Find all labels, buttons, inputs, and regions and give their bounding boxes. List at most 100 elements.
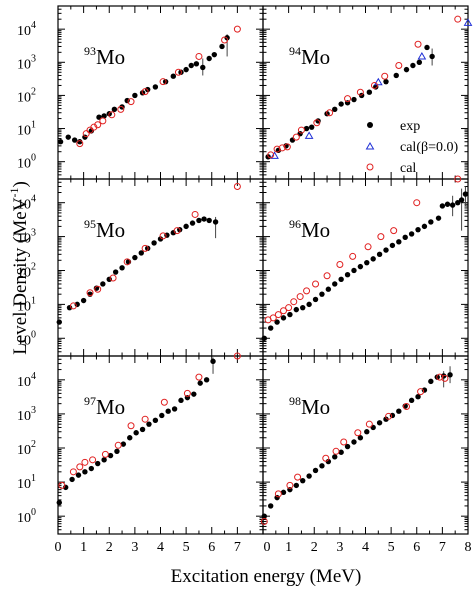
exp-point (146, 421, 152, 427)
cal-point (141, 244, 149, 252)
exp-point (421, 223, 428, 230)
exp-point (415, 393, 421, 400)
nucleus-label: 94Mo (289, 44, 330, 69)
exp-point (428, 378, 434, 385)
exp-point (152, 84, 159, 90)
exp-point (219, 43, 225, 50)
exp-point (75, 472, 82, 478)
exp-point (107, 452, 114, 459)
exp-point (211, 51, 218, 58)
exp-point (287, 311, 293, 318)
exp-point (183, 66, 189, 73)
cal-point (191, 210, 199, 218)
cal-point (294, 473, 302, 481)
exp-point (196, 217, 202, 224)
cal0-point (270, 151, 279, 159)
panel-97Mo: 100 101 102 103 104 0 1 2 3 4 5 6 7 97Mo (17, 352, 264, 555)
y-tick-label: 102 (17, 86, 36, 105)
cal-point (117, 105, 125, 113)
exp-point (203, 377, 210, 383)
cal-point (322, 454, 330, 462)
cal-point (344, 95, 352, 103)
exp-point (424, 44, 430, 51)
legend-marker-exp (367, 122, 373, 128)
cal-point (127, 422, 135, 430)
exp-point (114, 448, 120, 455)
exp-point (119, 265, 125, 271)
exp-point (447, 372, 453, 378)
cal-point (114, 441, 122, 449)
exp-point (306, 473, 312, 479)
legend-label-cal: cal (400, 161, 416, 176)
nucleus-label: 98Mo (289, 394, 330, 419)
exp-point (370, 256, 376, 262)
exp-point (261, 335, 267, 341)
exp-point (280, 315, 287, 321)
x-tick-label: 2 (311, 540, 318, 555)
x-tick-label: 7 (234, 540, 241, 555)
cal-point (417, 388, 425, 396)
cal-point (173, 227, 181, 235)
cal-point (94, 285, 102, 293)
exp-point (112, 269, 119, 275)
panel-frame (57, 178, 264, 357)
exp-point (189, 220, 196, 226)
cal-point (160, 398, 168, 406)
exp-point (197, 380, 203, 386)
x-tick-label: 3 (336, 540, 343, 555)
cal-point (76, 140, 84, 148)
cal-point (109, 274, 117, 282)
cal-point (195, 373, 203, 381)
legend-marker-cal0 (365, 142, 375, 150)
cal-point (414, 40, 422, 48)
exp-point (206, 55, 212, 62)
exp-point (428, 219, 434, 225)
exp-point (69, 476, 75, 483)
cal-point (326, 109, 334, 117)
panel-frame (262, 355, 469, 535)
panel-frame (57, 355, 264, 535)
cal-point (58, 481, 66, 489)
cal-point (292, 133, 300, 141)
exp-point (200, 64, 206, 71)
cal-point (395, 61, 403, 69)
cal-point (385, 412, 393, 420)
exp-point (421, 387, 428, 393)
exp-point (210, 358, 216, 364)
cal-point (260, 517, 268, 525)
exp-point (80, 297, 87, 304)
cal-point (296, 293, 304, 301)
exp-point (170, 73, 177, 79)
panel-94Mo: 94Mo (262, 5, 473, 180)
exp-point (267, 503, 274, 509)
y-tick-label: 103 (17, 228, 36, 247)
exp-point (120, 441, 127, 447)
panel-93Mo: 100 101 102 103 104 93Mo (17, 5, 264, 180)
exp-point (56, 499, 62, 506)
exp-point (206, 217, 212, 224)
exp-point (435, 215, 442, 221)
cal-point (274, 311, 282, 319)
exp-point (416, 59, 423, 65)
exp-point (152, 417, 159, 423)
x-tick-label: 5 (388, 540, 395, 555)
exp-point (212, 219, 219, 225)
exp-point (77, 139, 83, 145)
exp-point (410, 62, 416, 69)
y-axis-title: Level Density (MeV-1) (7, 181, 31, 355)
cal-point (454, 15, 462, 23)
cal-point (286, 481, 294, 489)
exp-point (57, 139, 64, 145)
y-tick-label: 103 (17, 53, 36, 72)
exp-point (267, 325, 274, 331)
cal-point (221, 36, 229, 44)
cal-point (354, 429, 362, 437)
exp-point (306, 301, 312, 308)
exp-point (82, 469, 88, 475)
x-tick-label: 2 (106, 540, 113, 555)
exp-point (124, 97, 130, 104)
exp-point (293, 482, 300, 489)
exp-point (332, 454, 338, 460)
